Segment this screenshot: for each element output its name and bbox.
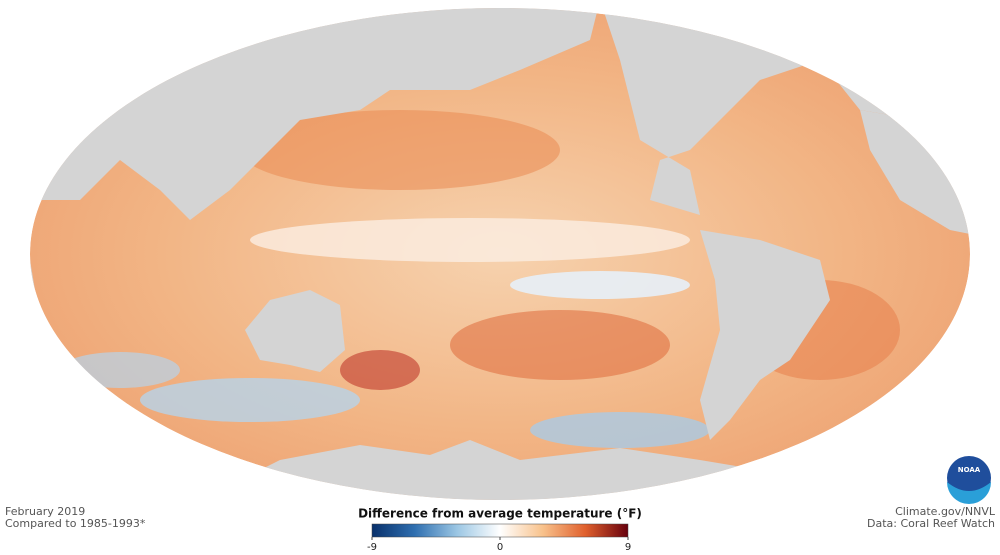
colorbar-tick-label: 9 xyxy=(625,542,631,553)
noaa-logo: NOAA xyxy=(947,456,991,504)
globe xyxy=(30,8,970,500)
colorbar xyxy=(371,523,629,538)
credit-label: Climate.gov/NNVL xyxy=(895,505,996,518)
source-label: Data: Coral Reef Watch xyxy=(867,517,995,530)
colorbar-tick-label: 0 xyxy=(497,542,503,553)
anomaly-area xyxy=(240,110,560,190)
anomaly-area xyxy=(60,352,180,388)
colorbar-title: Difference from average temperature (°F) xyxy=(358,507,642,521)
anomaly-area xyxy=(250,218,690,262)
anomaly-area xyxy=(340,350,420,390)
anomaly-area xyxy=(530,412,710,448)
anomaly-area xyxy=(450,310,670,380)
baseline-label: Compared to 1985-1993* xyxy=(5,517,146,530)
anomaly-area xyxy=(140,378,360,422)
anomaly-area xyxy=(510,271,690,299)
logo-text: NOAA xyxy=(958,466,981,474)
date-label: February 2019 xyxy=(5,505,85,518)
logo-wave xyxy=(947,482,991,504)
colorbar-tick-label: -9 xyxy=(367,542,377,553)
